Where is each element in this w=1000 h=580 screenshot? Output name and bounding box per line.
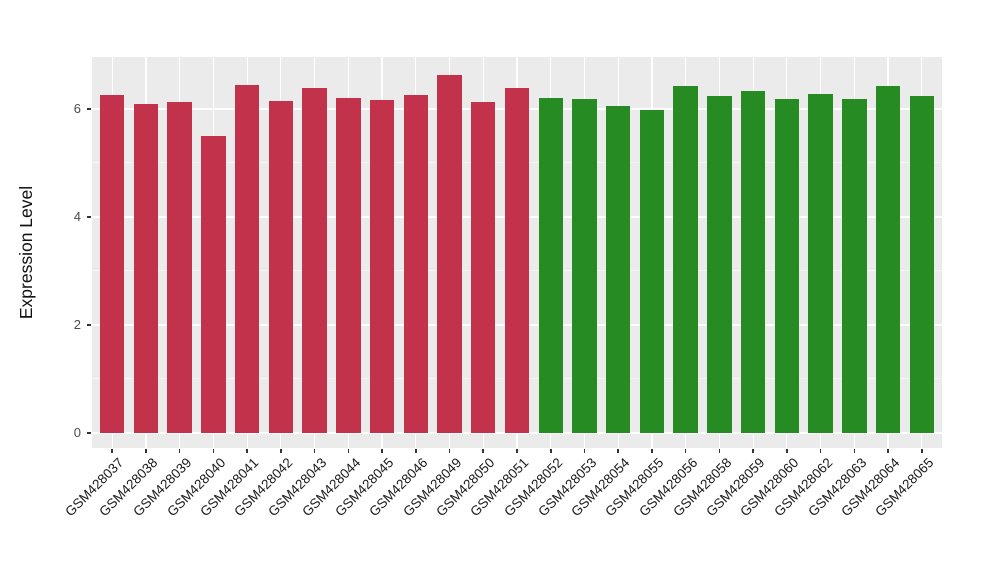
y-tick-label: 0	[73, 425, 81, 441]
bar-GSM428043	[302, 88, 327, 433]
x-tick-mark	[920, 448, 923, 453]
bar-GSM428058	[707, 96, 732, 433]
bar-GSM428039	[167, 102, 192, 433]
bar-GSM428046	[403, 94, 429, 433]
y-tick-label: 4	[73, 209, 81, 225]
x-tick-mark	[212, 448, 215, 453]
x-tick-mark	[347, 448, 350, 453]
x-tick-mark	[381, 448, 383, 453]
y-tick-mark	[86, 216, 91, 218]
bar-GSM428041	[234, 84, 260, 433]
bar-GSM428042	[268, 101, 294, 433]
y-tick-label: 2	[73, 317, 81, 333]
x-tick-mark	[482, 448, 485, 453]
bar-GSM428056	[673, 85, 698, 433]
x-tick-mark	[819, 448, 822, 453]
y-axis-title: Expression Level	[16, 185, 37, 320]
bar-GSM428063	[842, 98, 867, 433]
plot-panel	[92, 57, 942, 448]
bar-GSM428038	[133, 104, 159, 433]
y-tick-mark	[86, 108, 91, 110]
bar-GSM428059	[740, 91, 766, 433]
y-tick-mark	[86, 432, 91, 434]
x-tick-mark	[786, 448, 788, 453]
x-tick-mark	[415, 448, 417, 453]
bar-GSM428045	[369, 99, 395, 433]
x-tick-mark	[246, 448, 248, 453]
x-tick-mark	[516, 448, 518, 453]
bar-GSM428051	[504, 88, 530, 433]
bar-GSM428040	[201, 136, 226, 433]
bar-GSM428049	[437, 75, 462, 433]
x-tick-mark	[549, 448, 552, 453]
y-axis-title-container: Expression Level	[8, 57, 46, 448]
bar-GSM428062	[808, 94, 833, 433]
x-tick-mark	[583, 448, 586, 453]
bar-GSM428050	[471, 102, 496, 433]
x-tick-mark	[853, 448, 856, 453]
x-tick-mark	[178, 448, 181, 453]
x-tick-mark	[684, 448, 687, 453]
bar-GSM428052	[538, 98, 563, 433]
x-tick-mark	[111, 448, 114, 453]
x-tick-mark	[752, 448, 754, 453]
x-tick-mark	[617, 448, 619, 453]
bar-GSM428055	[639, 110, 665, 433]
x-tick-mark	[718, 448, 721, 453]
x-tick-mark	[145, 448, 147, 453]
x-tick-mark	[887, 448, 889, 453]
bar-GSM428044	[336, 98, 361, 433]
y-tick-mark	[86, 324, 91, 326]
y-tick-label: 6	[73, 101, 81, 117]
bar-GSM428064	[875, 86, 901, 433]
bar-GSM428065	[909, 95, 934, 433]
x-tick-mark	[280, 448, 282, 453]
x-tick-mark	[651, 448, 653, 453]
bar-GSM428037	[100, 95, 125, 433]
x-tick-mark	[448, 448, 451, 453]
bar-GSM428053	[572, 98, 597, 433]
bar-GSM428060	[774, 98, 800, 433]
bar-GSM428054	[605, 106, 631, 433]
x-tick-mark	[313, 448, 316, 453]
